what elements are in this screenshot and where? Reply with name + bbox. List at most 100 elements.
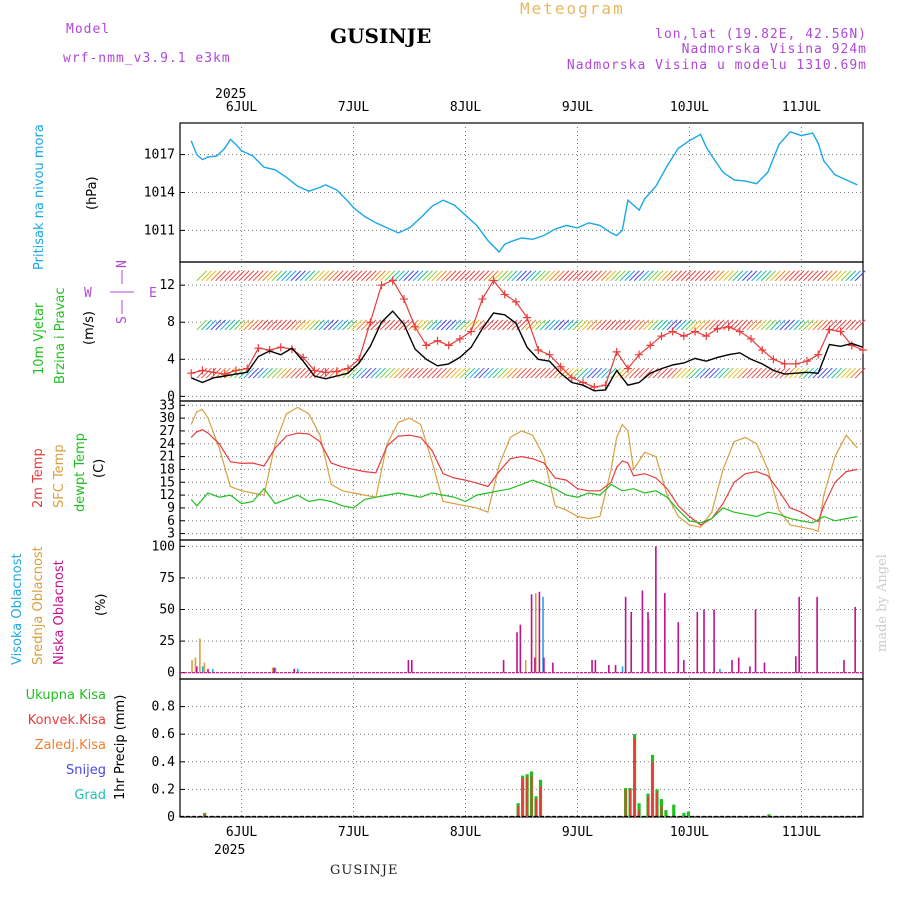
- wind-barb: [205, 367, 217, 379]
- precip-bar: [526, 776, 529, 817]
- wind-barb: [295, 319, 306, 331]
- wind-barb: [605, 367, 617, 379]
- wind-barb: [756, 319, 767, 331]
- compass-east: E: [149, 286, 158, 301]
- gust-marker: [265, 346, 274, 355]
- y-tick-label: 6: [167, 514, 175, 529]
- top-date-axis: 6JUL 7JUL 8JUL 9JUL 10JUL 11JUL: [226, 100, 821, 115]
- wind-barb: [215, 270, 226, 282]
- wind-barb: [473, 270, 485, 282]
- wind-barb: [699, 270, 711, 282]
- wind-barb: [455, 270, 466, 282]
- wind-barb: [276, 270, 288, 282]
- y-tick-label: 1014: [144, 186, 175, 201]
- y-tick-label: 3: [167, 527, 175, 542]
- wind-barb: [793, 270, 805, 282]
- gust-marker: [254, 344, 263, 353]
- wind-barb: [488, 367, 499, 379]
- wind-barb: [234, 319, 245, 331]
- wind-barb: [690, 367, 701, 379]
- precip-bar: [530, 775, 533, 817]
- wind-barb: [666, 270, 678, 282]
- y-tick-label: 25: [159, 634, 175, 649]
- wind-barb: [520, 270, 532, 282]
- wind-barb: [520, 319, 532, 331]
- gust-marker: [187, 369, 196, 378]
- top-date-tick: 11JUL: [782, 100, 821, 115]
- precip-label-conv: Konvek.Kisa: [28, 713, 106, 728]
- wind-barb: [643, 270, 654, 282]
- wind-barb: [393, 270, 405, 282]
- wind-barb: [817, 270, 828, 282]
- wind-barb: [248, 319, 259, 331]
- wind-barb: [271, 367, 283, 379]
- wind-barb: [704, 270, 716, 282]
- wind-barb: [600, 367, 612, 379]
- wind-barb: [290, 319, 302, 331]
- gust-marker: [646, 341, 655, 350]
- precip-label-hail: Grad: [74, 788, 106, 803]
- wind-barb: [342, 319, 353, 331]
- y-tick-label: 4: [167, 352, 175, 367]
- wind-barb: [756, 270, 767, 282]
- wind-barb: [591, 319, 603, 331]
- wind-barb: [798, 319, 810, 331]
- wind-barb: [478, 270, 490, 282]
- wind-barb: [765, 270, 777, 282]
- wind-barb: [835, 270, 847, 282]
- wind-barb: [370, 270, 382, 282]
- wind-barb: [431, 367, 443, 379]
- wind-barb: [826, 319, 838, 331]
- wind-barb: [295, 367, 306, 379]
- top-date-tick: 10JUL: [670, 100, 709, 115]
- wind-gust-line: [191, 279, 864, 388]
- wind-barb: [492, 270, 504, 282]
- gust-marker: [847, 341, 856, 350]
- wind-barb: [295, 270, 306, 282]
- wind-barb: [459, 319, 471, 331]
- wind-barb: [845, 319, 857, 331]
- wind-barb: [850, 367, 861, 379]
- wind-barb: [252, 367, 264, 379]
- cloud-unit-label: (%): [94, 594, 109, 617]
- wind-barb: [346, 319, 358, 331]
- gust-marker: [780, 359, 789, 368]
- wind-barb: [577, 319, 589, 331]
- wind-barb: [365, 367, 377, 379]
- wind-barb: [266, 319, 278, 331]
- wind-barb: [285, 319, 297, 331]
- top-date-tick: 6JUL: [226, 100, 257, 115]
- pressure-panel: 1011 1014 1017: [144, 122, 864, 263]
- y-tick-label: 75: [159, 571, 175, 586]
- wind-barb: [619, 270, 631, 282]
- gust-marker: [209, 368, 218, 377]
- wind-barb: [835, 367, 847, 379]
- wind-barb: [652, 367, 664, 379]
- wind-barb: [582, 270, 593, 282]
- wind-barb: [426, 319, 438, 331]
- wind-side-label-2: Brzina i Pravac: [53, 287, 68, 384]
- wind-barb: [671, 319, 683, 331]
- wind-barb: [723, 270, 734, 282]
- wind-barb: [539, 319, 551, 331]
- wind-barb: [619, 319, 631, 331]
- wind-barb: [774, 270, 786, 282]
- wind-barb: [309, 319, 321, 331]
- wind-barb: [342, 270, 353, 282]
- pressure-series-line: [190, 130, 858, 253]
- wind-barb: [610, 270, 621, 282]
- wind-barb: [812, 319, 824, 331]
- wind-barb: [685, 367, 697, 379]
- wind-barb: [478, 367, 490, 379]
- wind-barb: [290, 367, 302, 379]
- precip-bar: [203, 814, 206, 817]
- wind-barb: [647, 367, 659, 379]
- precip-bar: [647, 796, 650, 817]
- precip-unit-label: 1hr Precip (mm): [113, 695, 128, 800]
- cloud-side-label-high: Visoka Oblacnost: [10, 553, 25, 665]
- wind-compass-icon: N S: [110, 259, 134, 324]
- wind-barb: [746, 319, 758, 331]
- precip-bar: [521, 778, 524, 817]
- pressure-side-label: Pritisak na nivou mora: [32, 124, 47, 270]
- wind-barb: [356, 270, 368, 282]
